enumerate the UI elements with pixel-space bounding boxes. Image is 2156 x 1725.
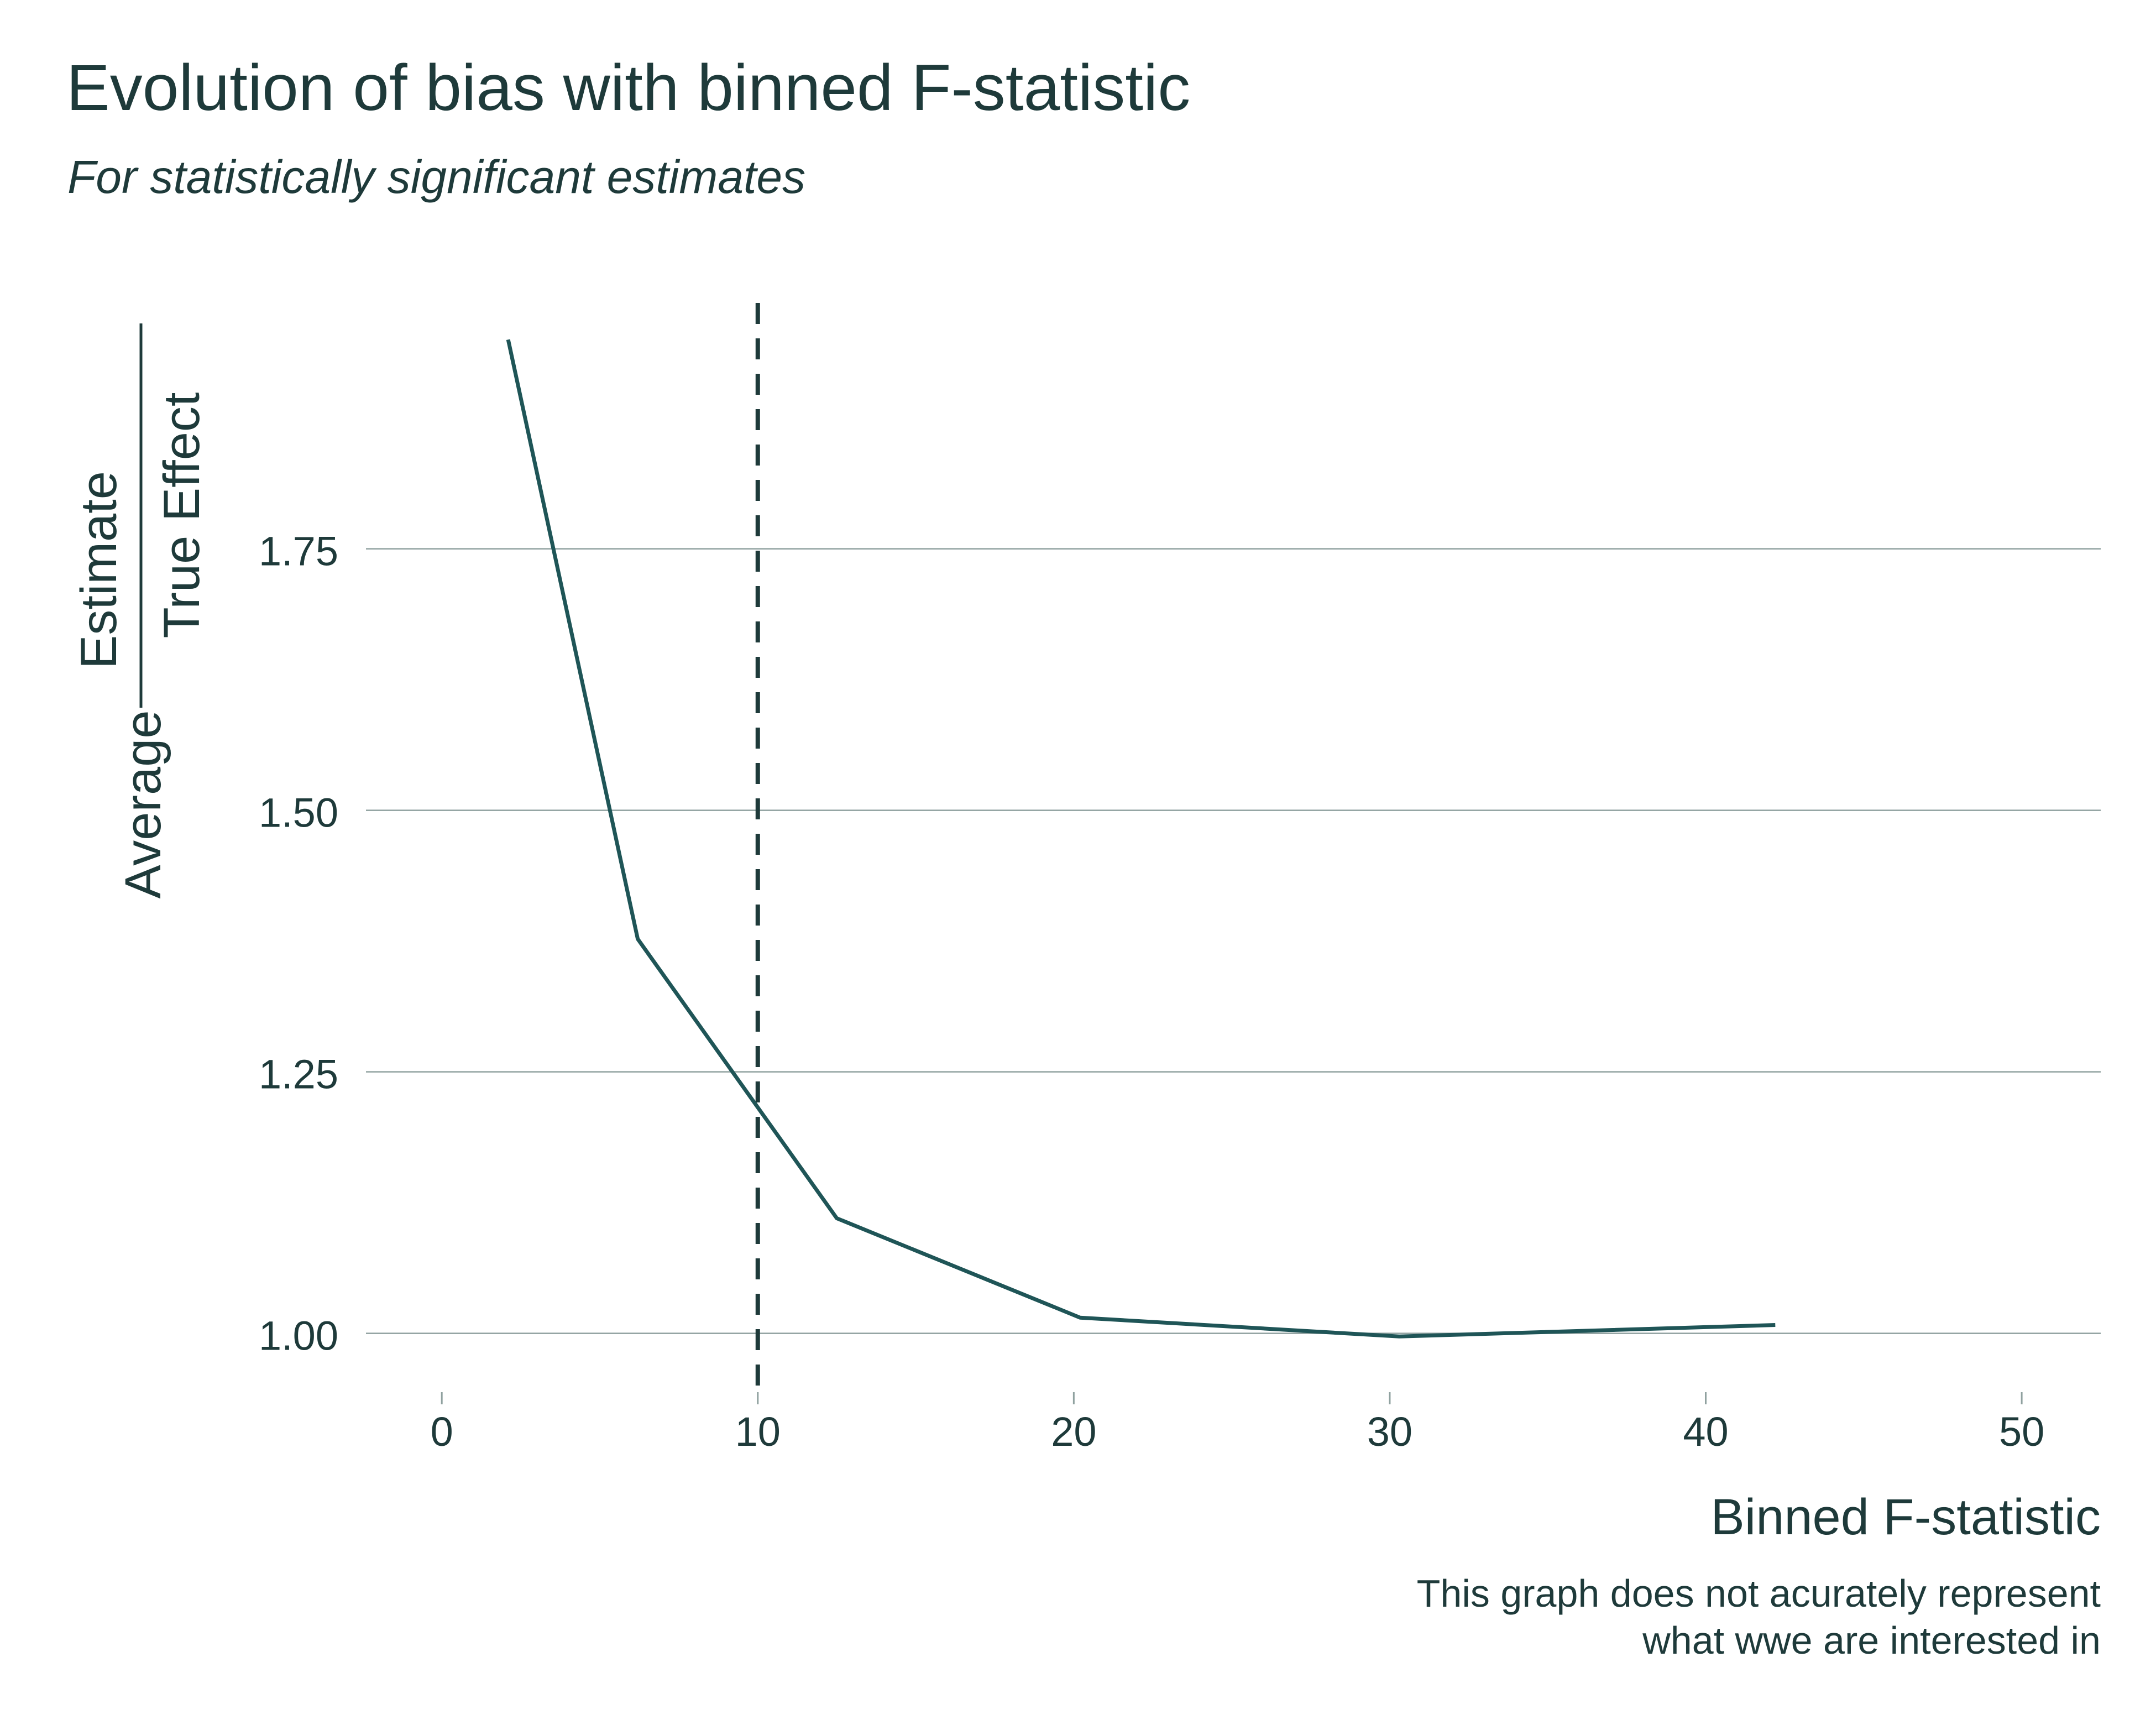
y-tick-label: 1.75 <box>259 529 338 574</box>
y-axis-title: Average Estimate True Effect <box>71 323 210 899</box>
x-tick-label: 30 <box>1367 1409 1412 1455</box>
y-axis-title-prefix: Average <box>115 710 171 898</box>
chart-subtitle: For statistically significant estimates <box>67 151 806 203</box>
x-axis-title: Binned F-statistic <box>1710 1489 2101 1545</box>
chart-caption: This graph does not acurately represent … <box>1161 1570 2101 1665</box>
y-tick-labels: 1.00 1.25 1.50 1.75 <box>259 529 338 1359</box>
y-tick-label: 1.25 <box>259 1052 338 1097</box>
x-tick-labels: 0 10 20 30 40 50 <box>431 1392 2044 1455</box>
x-tick-label: 10 <box>735 1409 781 1455</box>
series-group <box>506 339 1776 1339</box>
series-line <box>506 339 1776 1339</box>
grid-lines <box>366 548 2101 1334</box>
y-tick-label: 1.00 <box>259 1313 338 1359</box>
x-tick-label: 50 <box>1999 1409 2044 1455</box>
caption-line-2: what wwe are interested in <box>1642 1619 2101 1663</box>
caption-line-1: This graph does not acurately represent <box>1416 1572 2101 1615</box>
y-tick-label: 1.50 <box>259 790 338 836</box>
chart-title: Evolution of bias with binned F-statisti… <box>66 51 1191 124</box>
x-tick-label: 20 <box>1051 1409 1096 1455</box>
x-tick-label: 40 <box>1683 1409 1728 1455</box>
y-axis-title-numerator: Estimate <box>71 471 127 669</box>
y-axis-title-denominator: True Effect <box>154 393 210 639</box>
x-tick-label: 0 <box>431 1409 453 1455</box>
